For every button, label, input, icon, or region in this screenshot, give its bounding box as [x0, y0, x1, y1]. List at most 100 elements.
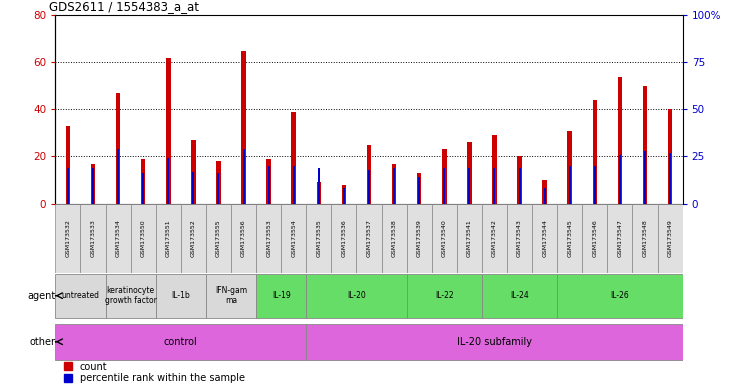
- Text: IL-1b: IL-1b: [171, 291, 190, 300]
- Bar: [80, 204, 106, 273]
- Bar: [241, 51, 246, 204]
- Bar: [469, 168, 470, 204]
- Bar: [141, 159, 145, 204]
- Bar: [643, 86, 647, 204]
- Bar: [557, 273, 683, 318]
- Bar: [594, 166, 596, 204]
- Bar: [342, 185, 346, 204]
- Bar: [582, 204, 607, 273]
- Text: IL-19: IL-19: [272, 291, 291, 300]
- Bar: [306, 204, 331, 273]
- Bar: [517, 157, 522, 204]
- Bar: [669, 153, 671, 204]
- Bar: [106, 204, 131, 273]
- Bar: [632, 204, 658, 273]
- Bar: [218, 174, 219, 204]
- Text: agent: agent: [27, 291, 55, 301]
- Text: IFN-gam
ma: IFN-gam ma: [215, 286, 247, 305]
- Bar: [658, 204, 683, 273]
- Text: GSM173538: GSM173538: [392, 219, 396, 257]
- Text: keratinocyte
growth factor: keratinocyte growth factor: [105, 286, 156, 305]
- Text: control: control: [164, 337, 198, 347]
- Bar: [243, 149, 244, 204]
- Bar: [668, 109, 672, 204]
- Bar: [181, 204, 206, 273]
- Bar: [216, 161, 221, 204]
- Text: GSM173533: GSM173533: [91, 219, 95, 257]
- Text: GSM173540: GSM173540: [442, 219, 446, 257]
- Bar: [392, 164, 396, 204]
- Bar: [131, 204, 156, 273]
- Text: other: other: [30, 337, 55, 347]
- Bar: [306, 273, 407, 318]
- Legend: count, percentile rank within the sample: count, percentile rank within the sample: [61, 358, 249, 384]
- Bar: [55, 273, 106, 318]
- Bar: [432, 204, 457, 273]
- Text: IL-20: IL-20: [347, 291, 366, 300]
- Bar: [206, 204, 231, 273]
- Bar: [644, 151, 646, 204]
- Bar: [407, 204, 432, 273]
- Text: GSM173532: GSM173532: [66, 219, 70, 257]
- Text: GSM173534: GSM173534: [116, 219, 120, 257]
- Bar: [91, 164, 95, 204]
- Bar: [444, 168, 445, 204]
- Bar: [142, 174, 144, 204]
- Bar: [168, 158, 169, 204]
- Bar: [593, 100, 597, 204]
- Text: GSM173546: GSM173546: [593, 219, 597, 257]
- Bar: [494, 168, 495, 204]
- Text: GSM173547: GSM173547: [618, 219, 622, 257]
- Bar: [343, 189, 345, 204]
- Text: GSM173549: GSM173549: [668, 219, 672, 257]
- Text: GSM173548: GSM173548: [643, 219, 647, 257]
- Bar: [519, 168, 520, 204]
- Text: GSM173554: GSM173554: [292, 219, 296, 257]
- Bar: [67, 168, 69, 204]
- Bar: [457, 204, 482, 273]
- Bar: [266, 159, 271, 204]
- Bar: [206, 273, 256, 318]
- Bar: [382, 204, 407, 273]
- Bar: [55, 324, 306, 360]
- Text: IL-24: IL-24: [510, 291, 529, 300]
- Text: GSM173545: GSM173545: [568, 219, 572, 257]
- Text: GSM173551: GSM173551: [166, 219, 170, 257]
- Bar: [331, 204, 356, 273]
- Bar: [256, 204, 281, 273]
- Bar: [417, 173, 421, 204]
- Bar: [557, 204, 582, 273]
- Bar: [292, 112, 296, 204]
- Bar: [55, 204, 80, 273]
- Bar: [117, 149, 119, 204]
- Bar: [544, 189, 545, 204]
- Bar: [193, 172, 194, 204]
- Text: GSM173543: GSM173543: [517, 219, 522, 257]
- Text: GSM173537: GSM173537: [367, 219, 371, 257]
- Bar: [467, 142, 472, 204]
- Bar: [568, 131, 572, 204]
- Bar: [407, 273, 482, 318]
- Bar: [166, 58, 170, 204]
- Bar: [156, 204, 181, 273]
- Bar: [317, 182, 321, 204]
- Bar: [507, 204, 532, 273]
- Bar: [116, 93, 120, 204]
- Bar: [618, 76, 622, 204]
- Bar: [569, 166, 570, 204]
- Bar: [281, 204, 306, 273]
- Bar: [607, 204, 632, 273]
- Bar: [619, 155, 621, 204]
- Text: GSM173542: GSM173542: [492, 219, 497, 257]
- Text: IL-22: IL-22: [435, 291, 454, 300]
- Bar: [66, 126, 70, 204]
- Text: GSM173553: GSM173553: [266, 219, 271, 257]
- Bar: [231, 204, 256, 273]
- Bar: [306, 324, 683, 360]
- Text: IL-26: IL-26: [610, 291, 630, 300]
- Bar: [356, 204, 382, 273]
- Text: GSM173541: GSM173541: [467, 219, 472, 257]
- Text: GSM173556: GSM173556: [241, 219, 246, 257]
- Text: untreated: untreated: [61, 291, 100, 300]
- Text: GSM173535: GSM173535: [317, 219, 321, 257]
